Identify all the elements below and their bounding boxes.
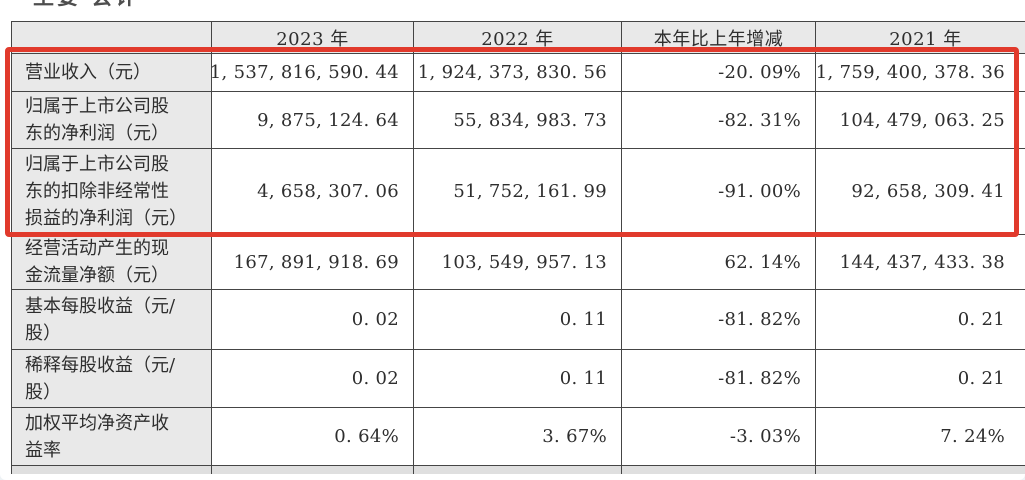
- value-cell: 7. 24%: [816, 408, 1025, 466]
- value-cell: 104, 479, 063. 25: [816, 92, 1025, 149]
- row-label-cell: 基本每股收益（元/股）: [12, 290, 212, 350]
- column-header: 本年比上年增减: [622, 22, 816, 54]
- row-label-cell: 稀释每股收益（元/股）: [12, 350, 212, 408]
- value-cell: 51, 752, 161. 99: [414, 149, 622, 235]
- value-cell: 0. 21: [816, 350, 1025, 408]
- value-cell: 9, 875, 124. 64: [212, 92, 414, 149]
- value-cell: 0. 21: [816, 290, 1025, 350]
- value-cell: 0. 11: [414, 350, 622, 408]
- financial-summary-table: 2023 年 2022 年本年比上年增减 2021 年营业收入（元） 1, 537, …: [11, 21, 1025, 479]
- row-label-cell: 经营活动产生的现金流量净额（元）: [12, 235, 212, 290]
- value-cell: -3. 03%: [622, 408, 816, 466]
- card-rounded-corner: [0, 474, 1025, 480]
- column-header: 2022 年: [414, 22, 622, 54]
- value-cell: -20. 09%: [622, 54, 816, 92]
- corner-header-cell: [12, 22, 212, 54]
- row-label-cell: 加权平均净资产收益率: [12, 408, 212, 466]
- value-cell: 0. 64%: [212, 408, 414, 466]
- value-cell: -82. 31%: [622, 92, 816, 149]
- clipped-heading-text: 主要 会计: [33, 0, 253, 8]
- row-label-cell: 营业收入（元）: [12, 54, 212, 92]
- value-cell: -81. 82%: [622, 350, 816, 408]
- value-cell: 55, 834, 983. 73: [414, 92, 622, 149]
- value-cell: 0. 02: [212, 350, 414, 408]
- value-cell: 1, 537, 816, 590. 44: [212, 54, 414, 92]
- value-cell: -81. 82%: [622, 290, 816, 350]
- value-cell: 92, 658, 309. 41: [816, 149, 1025, 235]
- value-cell: 144, 437, 433. 38: [816, 235, 1025, 290]
- value-cell: 4, 658, 307. 06: [212, 149, 414, 235]
- column-header: 2023 年: [212, 22, 414, 54]
- row-label-cell: 归属于上市公司股东的扣除非经常性损益的净利润（元）: [12, 149, 212, 235]
- value-cell: 1, 924, 373, 830. 56: [414, 54, 622, 92]
- value-cell: 0. 11: [414, 290, 622, 350]
- value-cell: -91. 00%: [622, 149, 816, 235]
- value-cell: 0. 02: [212, 290, 414, 350]
- value-cell: 167, 891, 918. 69: [212, 235, 414, 290]
- value-cell: 103, 549, 957. 13: [414, 235, 622, 290]
- value-cell: 1, 759, 400, 378. 36: [816, 54, 1025, 92]
- row-label-cell: 归属于上市公司股东的净利润（元）: [12, 92, 212, 149]
- value-cell: 62. 14%: [622, 235, 816, 290]
- clipped-heading: 主要 会计: [33, 0, 253, 8]
- column-header: 2021 年: [816, 22, 1025, 54]
- value-cell: 3. 67%: [414, 408, 622, 466]
- page-bottom-edge: [0, 474, 1025, 480]
